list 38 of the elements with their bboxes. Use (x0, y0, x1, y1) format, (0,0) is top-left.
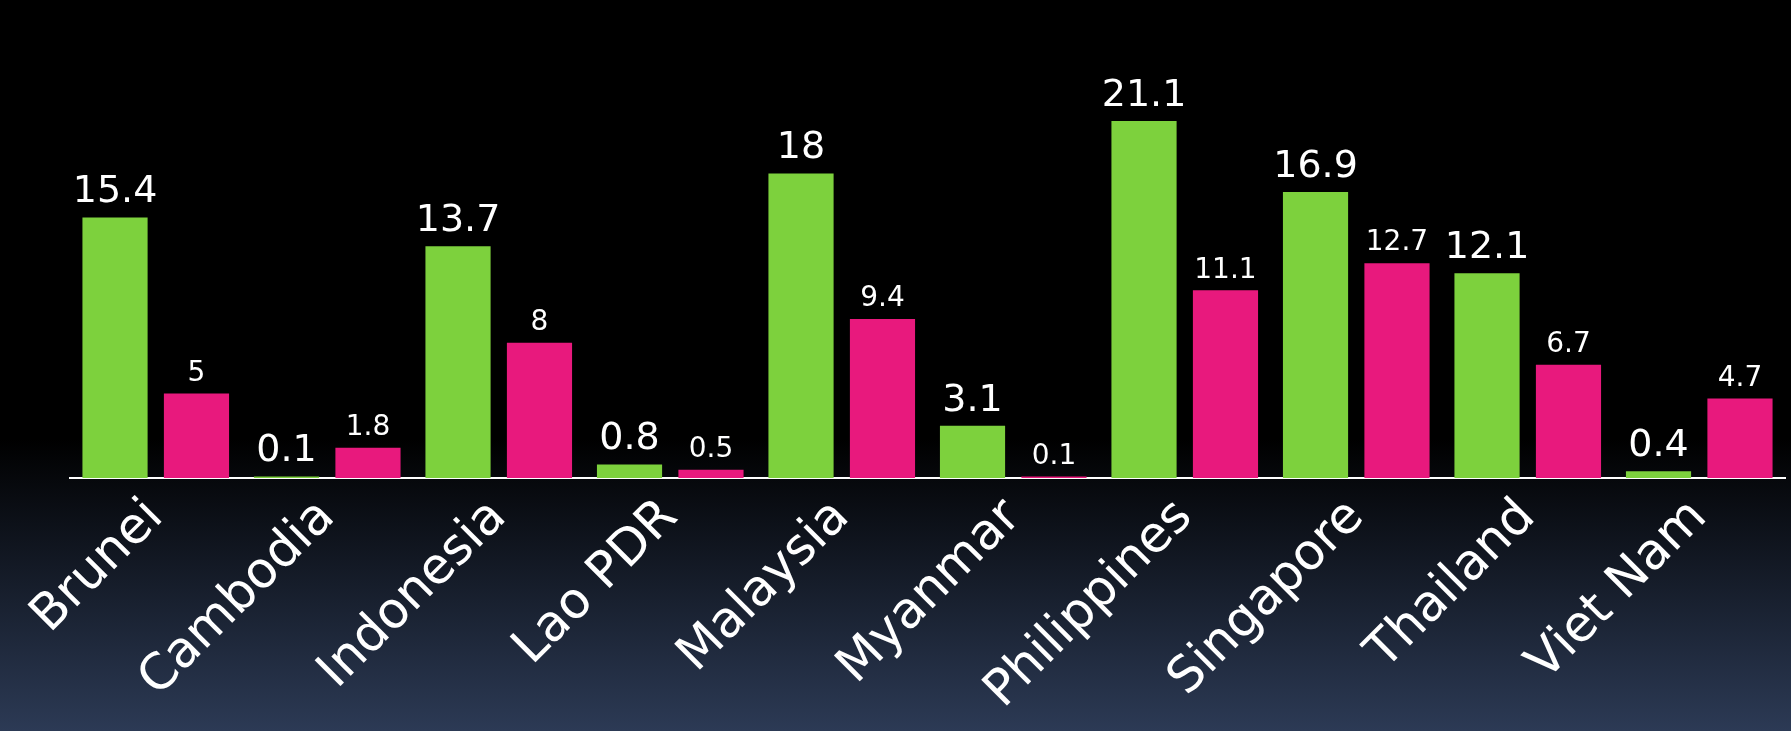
bar (939, 425, 1006, 479)
data-label: 11.1 (1194, 251, 1257, 285)
bar (1192, 290, 1259, 479)
data-label: 0.5 (688, 430, 734, 464)
bar (678, 469, 744, 479)
data-label: 6.7 (1546, 325, 1591, 359)
bar (849, 319, 916, 479)
data-label: 5 (187, 354, 206, 388)
data-label: 0.1 (1031, 437, 1077, 471)
bar (335, 447, 401, 479)
data-label: 9.4 (860, 280, 905, 314)
bar (1625, 471, 1692, 479)
bar (596, 464, 663, 479)
bar (768, 173, 834, 479)
data-label: 8 (530, 303, 549, 337)
bar (425, 246, 491, 479)
data-label: 0.1 (256, 426, 317, 471)
data-label: 15.4 (72, 167, 158, 212)
data-label: 0.4 (1628, 421, 1689, 466)
data-label: 12.1 (1444, 223, 1530, 268)
data-label: 4.7 (1717, 359, 1763, 393)
bar (1364, 263, 1430, 479)
bar (163, 393, 230, 479)
data-label: 18 (776, 123, 826, 168)
data-label: 1.8 (345, 408, 391, 442)
bar (1111, 121, 1177, 479)
bar (1707, 398, 1773, 479)
bar (506, 342, 573, 479)
bar (1282, 192, 1349, 479)
bar (1454, 273, 1520, 479)
bar (1535, 364, 1602, 479)
data-label: 13.7 (415, 196, 501, 241)
data-label: 16.9 (1273, 141, 1358, 186)
data-label: 0.8 (599, 414, 660, 459)
data-label: 3.1 (942, 375, 1003, 420)
data-label: 12.7 (1365, 224, 1429, 258)
data-label: 21.1 (1101, 70, 1187, 115)
bar (82, 217, 148, 479)
